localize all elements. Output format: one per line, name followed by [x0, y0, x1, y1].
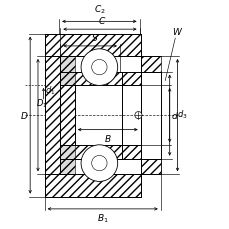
Text: $d_3$: $d_3$ — [176, 109, 187, 121]
Polygon shape — [60, 145, 121, 159]
Polygon shape — [121, 145, 140, 159]
Text: $d_1$: $d_1$ — [45, 85, 55, 97]
Text: $B$: $B$ — [104, 133, 111, 144]
Text: $S$: $S$ — [90, 32, 98, 43]
Circle shape — [134, 112, 141, 119]
Text: $d$: $d$ — [170, 110, 178, 121]
Polygon shape — [140, 159, 160, 174]
Polygon shape — [44, 56, 60, 174]
Text: $W$: $W$ — [171, 26, 182, 37]
Circle shape — [81, 145, 117, 181]
Text: $B_1$: $B_1$ — [96, 213, 108, 225]
Circle shape — [81, 49, 117, 85]
Polygon shape — [60, 145, 74, 174]
Polygon shape — [140, 56, 160, 72]
Polygon shape — [60, 56, 74, 85]
Polygon shape — [60, 85, 74, 145]
Text: $D_1$: $D_1$ — [36, 98, 47, 110]
Polygon shape — [60, 72, 121, 85]
Text: $C_2$: $C_2$ — [93, 3, 105, 16]
Text: $C$: $C$ — [98, 16, 106, 27]
Polygon shape — [44, 34, 140, 56]
Circle shape — [91, 155, 106, 171]
Text: $D$: $D$ — [20, 110, 29, 121]
Polygon shape — [121, 72, 140, 85]
Polygon shape — [44, 174, 140, 197]
Circle shape — [91, 60, 106, 75]
